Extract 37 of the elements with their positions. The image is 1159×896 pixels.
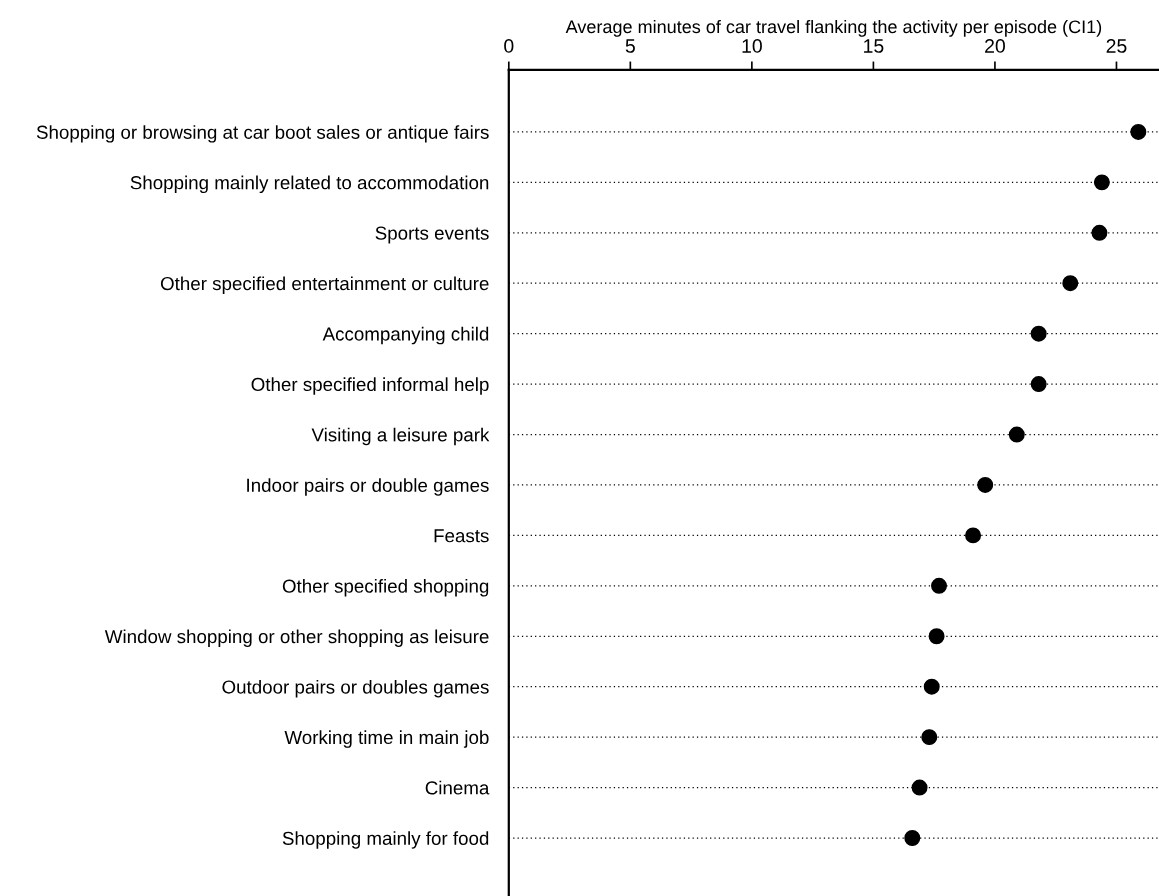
x-tick-label: 25 [1106,39,1127,53]
y-tick-label: Shopping or browsing at car boot sales or antique fairs [36,125,489,143]
point [921,729,938,746]
y-tick-label: Visiting a leisure park [311,427,490,446]
y-tick-label: Working time in main job [284,730,489,748]
y-tick-label: Outdoor pairs or doubles games [222,679,489,698]
y-tick-label: Shopping mainly related to accommodation [130,175,489,194]
point [1062,275,1079,292]
y-tick-label: Accompanying child [322,326,489,345]
y-tick-label: Other specified shopping [282,579,489,597]
point [904,830,921,846]
point [977,476,994,493]
y-tick-label: Sports events [375,226,489,244]
x-tick-label: 0 [504,39,514,53]
x-tick-label: 5 [625,39,635,53]
point [923,678,940,695]
y-tick-label: Window shopping or other shopping as leisure [104,629,489,647]
point [1030,376,1047,393]
point [928,628,945,645]
y-tick-label: Cinema [425,780,490,795]
point [1130,123,1147,140]
y-tick-label: Other specified entertainment or culture [160,276,489,294]
point [1008,426,1025,443]
y-tick-label: Feasts [434,529,489,543]
point [1091,224,1108,241]
x-tick-label: 15 [864,39,884,53]
point [911,779,928,796]
y-tick-label: Shopping mainly for food [282,831,489,849]
y-tick-label: Indoor pairs or double games [247,478,489,496]
point [1030,325,1047,342]
x-tick-label: 20 [985,39,1005,53]
y-tick-label: Other specified informal help [251,377,489,395]
point [931,577,948,594]
point [965,527,982,544]
x-axis-title: Average minutes of car travel flanking the activity per episode (CI1) [565,19,1102,37]
point [1093,174,1110,191]
x-tick-label: 10 [742,39,762,53]
